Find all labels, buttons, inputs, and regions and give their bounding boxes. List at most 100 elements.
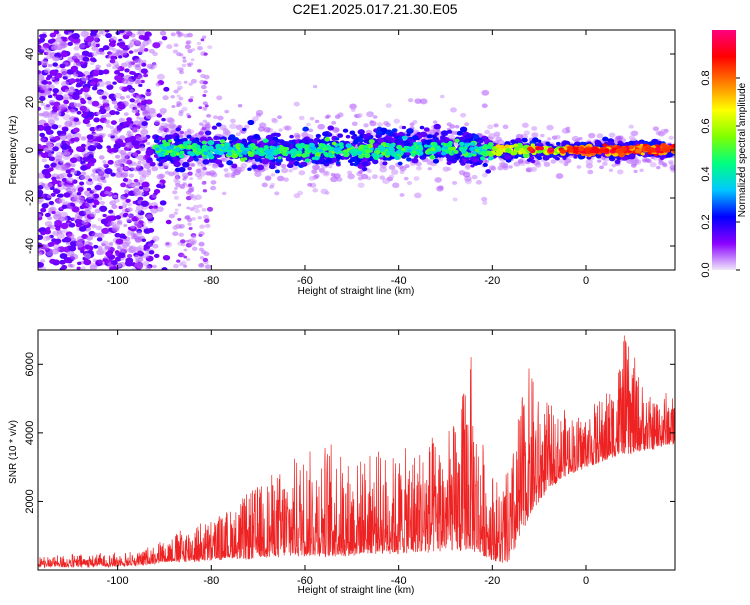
spectrogram-cell: [559, 149, 566, 154]
spectrogram-cell: [179, 53, 184, 57]
spectrogram-cell: [404, 164, 410, 169]
spectrogram-cell: [372, 115, 378, 119]
spectrogram-cell: [363, 123, 369, 128]
spectrogram-cell: [484, 159, 490, 164]
spectrogram-cell: [38, 70, 42, 75]
spectrogram-cell: [94, 208, 101, 214]
spectrogram-cell: [109, 36, 118, 42]
spectrogram-cell: [495, 136, 502, 142]
spectrogram-cell: [451, 180, 458, 185]
spectrogram-cell: [38, 261, 44, 268]
x-tick-label: -20: [484, 575, 500, 587]
spectrogram-cell: [59, 134, 68, 141]
spectrogram-cell: [71, 206, 80, 213]
spectrogram-cell: [61, 204, 68, 209]
spectrogram-cell: [369, 120, 374, 124]
spectrogram-cell: [93, 244, 99, 249]
spectrogram-cell: [203, 214, 209, 220]
spectrogram-cell: [464, 143, 470, 148]
spectrogram-cell: [75, 241, 84, 248]
spectrogram-cell: [644, 158, 650, 163]
spectrogram-cell: [52, 230, 59, 236]
spectrogram-cell: [54, 111, 62, 117]
spectrogram-cell: [434, 177, 442, 183]
spectrogram-cell: [262, 138, 269, 143]
spectrogram-cell: [102, 99, 109, 105]
spectrogram-cell: [104, 190, 109, 195]
spectrogram-cell: [460, 161, 466, 166]
spectrogram-cell: [314, 173, 320, 178]
spectrogram-cell: [131, 161, 137, 166]
spectrogram-cell: [114, 70, 120, 75]
spectrogram-cell: [224, 172, 232, 178]
spectrogram-cell: [187, 115, 192, 119]
spectrogram-cell: [284, 146, 290, 151]
spectrogram-cell: [337, 133, 344, 138]
spectrogram-cell: [211, 148, 216, 152]
spectrogram-cell: [59, 253, 68, 260]
spectrogram-cell: [80, 164, 88, 171]
spectrogram-cell: [135, 135, 141, 140]
spectrogram-cell: [199, 224, 205, 229]
spectrogram-cell: [172, 49, 179, 54]
spectrogram-cell: [471, 174, 478, 180]
y-tick-label: 40: [24, 48, 36, 60]
spectrogram-cell: [137, 74, 144, 79]
spectrogram-cell: [57, 246, 66, 253]
spectrogram-cell: [91, 86, 98, 91]
spectrogram-cell: [183, 80, 188, 84]
spectrogram-cell: [73, 127, 80, 133]
spectrogram-cell: [157, 136, 163, 141]
spectrogram-cell: [76, 110, 82, 115]
spectrogram-cell: [60, 222, 69, 230]
spectrogram-cell: [372, 159, 379, 165]
spectrogram-cell: [247, 167, 252, 171]
spectrogram-cell: [446, 129, 453, 134]
spectrogram-cell: [143, 47, 149, 52]
spectrogram-cell: [188, 82, 193, 86]
spectrogram-cell: [40, 230, 46, 236]
spectrogram-cell: [385, 122, 391, 127]
spectrogram-cell: [157, 152, 164, 158]
spectrogram-cell: [154, 120, 161, 126]
spectrogram-cell: [308, 175, 316, 181]
spectrogram-cell: [484, 129, 491, 135]
spectrogram-cell: [42, 245, 50, 251]
spectrogram-cell: [224, 130, 231, 135]
spectrogram-cell: [55, 158, 61, 163]
spectrogram-cell: [295, 143, 302, 149]
x-tick-label: -80: [203, 275, 219, 287]
spectrogram-cell: [201, 140, 207, 145]
spectrogram-cell: [177, 102, 183, 107]
spectrogram-cell: [554, 134, 561, 140]
spectrogram-cell: [45, 227, 51, 231]
spectrogram-cell: [44, 125, 51, 130]
spectrogram-cell: [135, 63, 140, 68]
spectrogram-cell: [328, 153, 333, 157]
spectrogram-cell: [140, 44, 146, 49]
spectrogram-cell: [188, 227, 193, 230]
spectrogram-cell: [173, 263, 179, 269]
spectrogram-cell: [133, 40, 142, 47]
spectrogram-cell: [80, 266, 86, 270]
spectrogram-cell: [555, 173, 564, 179]
spectrogram-cell: [84, 244, 91, 250]
spectrogram-cell: [59, 160, 65, 164]
spectrogram-cell: [311, 164, 320, 171]
spectrogram-cell: [199, 256, 205, 260]
spectrogram-cell: [68, 78, 76, 84]
spectrogram-cell: [427, 167, 432, 171]
spectrogram-cell: [49, 69, 58, 76]
spectrogram-cell: [89, 262, 97, 269]
spectrogram-cell: [56, 232, 65, 239]
spectrogram-cell: [138, 220, 144, 225]
spectrogram-cell: [226, 160, 234, 166]
spectrogram-cell: [115, 215, 122, 220]
spectrogram-cell: [140, 200, 149, 207]
spectrogram-cell: [47, 216, 53, 221]
spectrogram-cell: [415, 151, 420, 155]
spectrogram-cell: [120, 182, 127, 188]
spectrogram-cell: [175, 182, 181, 188]
spectrogram-cell: [51, 176, 57, 181]
spectrogram-cell: [102, 69, 110, 75]
